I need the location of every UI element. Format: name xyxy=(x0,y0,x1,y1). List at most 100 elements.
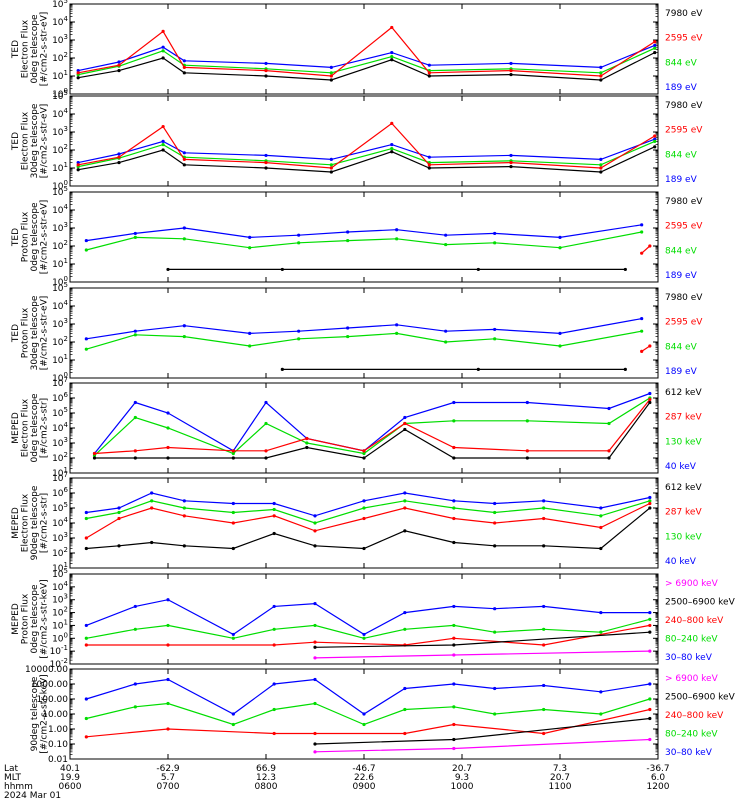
series-point-blue xyxy=(542,499,546,503)
y-tick-base: 10 xyxy=(52,609,64,619)
y-axis-label: 90deg telescope[#/cm2-s-str-keV] xyxy=(30,674,50,753)
y-tick-base: 10 xyxy=(52,596,64,606)
series-point-red xyxy=(161,29,165,34)
y-axis-label-line: [#/cm2-s-str-eV] xyxy=(39,104,49,179)
y-tick-label: 104 xyxy=(52,516,68,529)
y-axis-label-line: 0deg telescope xyxy=(30,202,40,272)
series-point-blue xyxy=(313,601,317,606)
series-point-red xyxy=(313,529,317,533)
y-tick-exponent: 1 xyxy=(64,257,68,265)
series-point-black xyxy=(452,643,456,647)
y-tick-exponent: -2 xyxy=(61,657,68,665)
y-axis-label-line: [#/cm2-s-str-eV] xyxy=(39,12,49,87)
series-line-black xyxy=(86,507,651,550)
y-tick-base: 1.00 xyxy=(48,725,68,735)
series-point-red xyxy=(653,134,657,138)
y-tick-label: 0.10 xyxy=(48,740,68,750)
series-point-magenta xyxy=(648,737,652,742)
x-tick-value: -36.7 xyxy=(646,764,669,774)
y-axis-label-line: TED xyxy=(11,40,21,59)
x-tick-value: 19.9 xyxy=(60,773,80,783)
series-point-red xyxy=(599,74,603,78)
series-point-blue xyxy=(182,151,186,155)
x-tick-value: 0700 xyxy=(157,782,180,792)
y-tick-exponent: -1 xyxy=(61,644,68,652)
series-point-red xyxy=(493,521,497,525)
series-point-green xyxy=(653,139,657,144)
series-point-red xyxy=(362,516,366,521)
y-tick-base: 10 xyxy=(52,92,64,102)
series-point-black xyxy=(313,645,317,649)
series-point-green xyxy=(444,340,448,344)
x-tick-value: 6.0 xyxy=(651,773,666,783)
x-tick-value: 1000 xyxy=(451,782,474,792)
series-point-blue xyxy=(346,326,350,330)
y-tick-exponent: 3 xyxy=(64,436,68,444)
y-axis-label: TEDElectron Flux30deg telescope[#/cm2-s-… xyxy=(11,103,50,178)
y-tick-base: 10 xyxy=(52,128,64,138)
series-point-black xyxy=(390,150,394,154)
series-point-black xyxy=(76,168,80,172)
series-point-black xyxy=(648,400,652,405)
series-point-green xyxy=(166,701,170,706)
y-tick-exponent: 5 xyxy=(64,567,68,575)
series-line-red xyxy=(641,345,651,352)
y-tick-base: 10 xyxy=(52,146,64,156)
series-point-red xyxy=(305,436,309,441)
series-point-red xyxy=(607,449,611,453)
y-tick-label: 101 xyxy=(52,257,68,270)
y-axis-label-line: 0deg telescope xyxy=(30,584,40,654)
y-axis-label: TEDElectron Flux0deg telescope[#/cm2-s-s… xyxy=(11,12,50,87)
series-point-black xyxy=(427,166,431,170)
series-point-red xyxy=(653,40,657,44)
series-point-red xyxy=(509,160,513,165)
series-point-black xyxy=(362,546,366,551)
y-tick-exponent: 4 xyxy=(64,516,69,524)
y-tick-exponent: 3 xyxy=(64,33,68,41)
series-point-blue xyxy=(161,45,165,49)
series-point-black xyxy=(150,540,154,545)
y-tick-label: 101 xyxy=(52,618,68,631)
series-point-blue xyxy=(648,610,652,615)
legend-entry: 287 keV xyxy=(665,413,702,423)
y-tick-label: 103 xyxy=(52,221,68,234)
series-point-black xyxy=(84,546,88,551)
panel-frame xyxy=(69,573,659,665)
series-point-red xyxy=(76,163,80,167)
y-axis-label-line: Electron Flux xyxy=(20,111,30,170)
series-point-black xyxy=(599,546,603,551)
series-point-blue xyxy=(493,231,497,236)
y-tick-base: 10 xyxy=(52,36,64,46)
series-point-red xyxy=(117,63,121,67)
series-point-blue xyxy=(76,160,80,165)
y-tick-base: 10 xyxy=(52,164,64,174)
y-tick-label: 1.00 xyxy=(48,725,68,735)
series-point-green xyxy=(84,516,88,521)
legend-entry: 7980 eV xyxy=(665,101,703,111)
series-point-red xyxy=(313,731,317,736)
series-point-blue xyxy=(390,142,394,147)
series-point-blue xyxy=(313,677,317,682)
y-tick-label: 102 xyxy=(52,239,68,252)
series-point-green xyxy=(166,623,170,628)
legend-entry: 40 keV xyxy=(665,462,697,472)
series-line-green xyxy=(78,140,655,168)
y-tick-exponent: 5 xyxy=(64,185,68,193)
series-point-black xyxy=(390,58,394,62)
series-point-green xyxy=(117,510,121,515)
y-tick-base: 10 xyxy=(52,424,64,434)
y-tick-label: 10000.00 xyxy=(25,665,68,675)
series-point-green xyxy=(84,716,88,721)
series-point-red xyxy=(403,731,407,736)
y-tick-exponent: 4 xyxy=(64,15,69,23)
y-tick-exponent: 4 xyxy=(64,580,69,588)
series-point-red xyxy=(92,451,97,456)
series-point-blue xyxy=(346,230,350,234)
y-tick-label: 107 xyxy=(52,471,68,484)
series-line-green xyxy=(78,47,655,76)
y-tick-exponent: 1 xyxy=(64,353,68,361)
y-tick-label: 0.01 xyxy=(48,755,68,765)
series-point-blue xyxy=(599,157,603,162)
series-point-black xyxy=(653,145,657,149)
series-point-green xyxy=(648,499,652,503)
